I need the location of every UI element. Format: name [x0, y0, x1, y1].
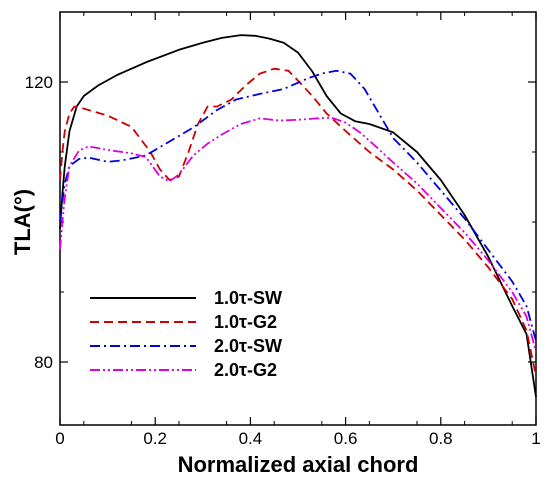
y-tick-label: 120 [25, 73, 53, 92]
axis-ticks [59, 12, 537, 425]
series-line [59, 69, 537, 342]
legend-label: 1.0τ-G2 [214, 312, 277, 332]
y-axis-title: TLA(°) [10, 189, 35, 255]
legend-label: 1.0τ-SW [214, 288, 282, 308]
x-tick-label: 0 [55, 429, 64, 448]
series-line [59, 116, 537, 352]
axis-tick-labels: 0 0.2 0.4 0.6 0.8 1 80 120 [25, 73, 541, 448]
x-tick-label: 1 [531, 429, 540, 448]
x-tick-label: 0.6 [334, 429, 358, 448]
series-line [59, 67, 537, 377]
y-tick-label: 80 [34, 353, 53, 372]
legend-label: 2.0τ-SW [214, 336, 282, 356]
series-lines [59, 34, 537, 398]
legend-label: 2.0τ-G2 [214, 360, 277, 380]
series-line [59, 34, 537, 398]
x-tick-label: 0.8 [429, 429, 453, 448]
x-tick-label: 0.4 [239, 429, 263, 448]
x-tick-label: 0.2 [143, 429, 167, 448]
legend: 1.0τ-SW 1.0τ-G2 2.0τ-SW 2.0τ-G2 [90, 288, 282, 380]
x-axis-title: Normalized axial chord [178, 452, 419, 477]
